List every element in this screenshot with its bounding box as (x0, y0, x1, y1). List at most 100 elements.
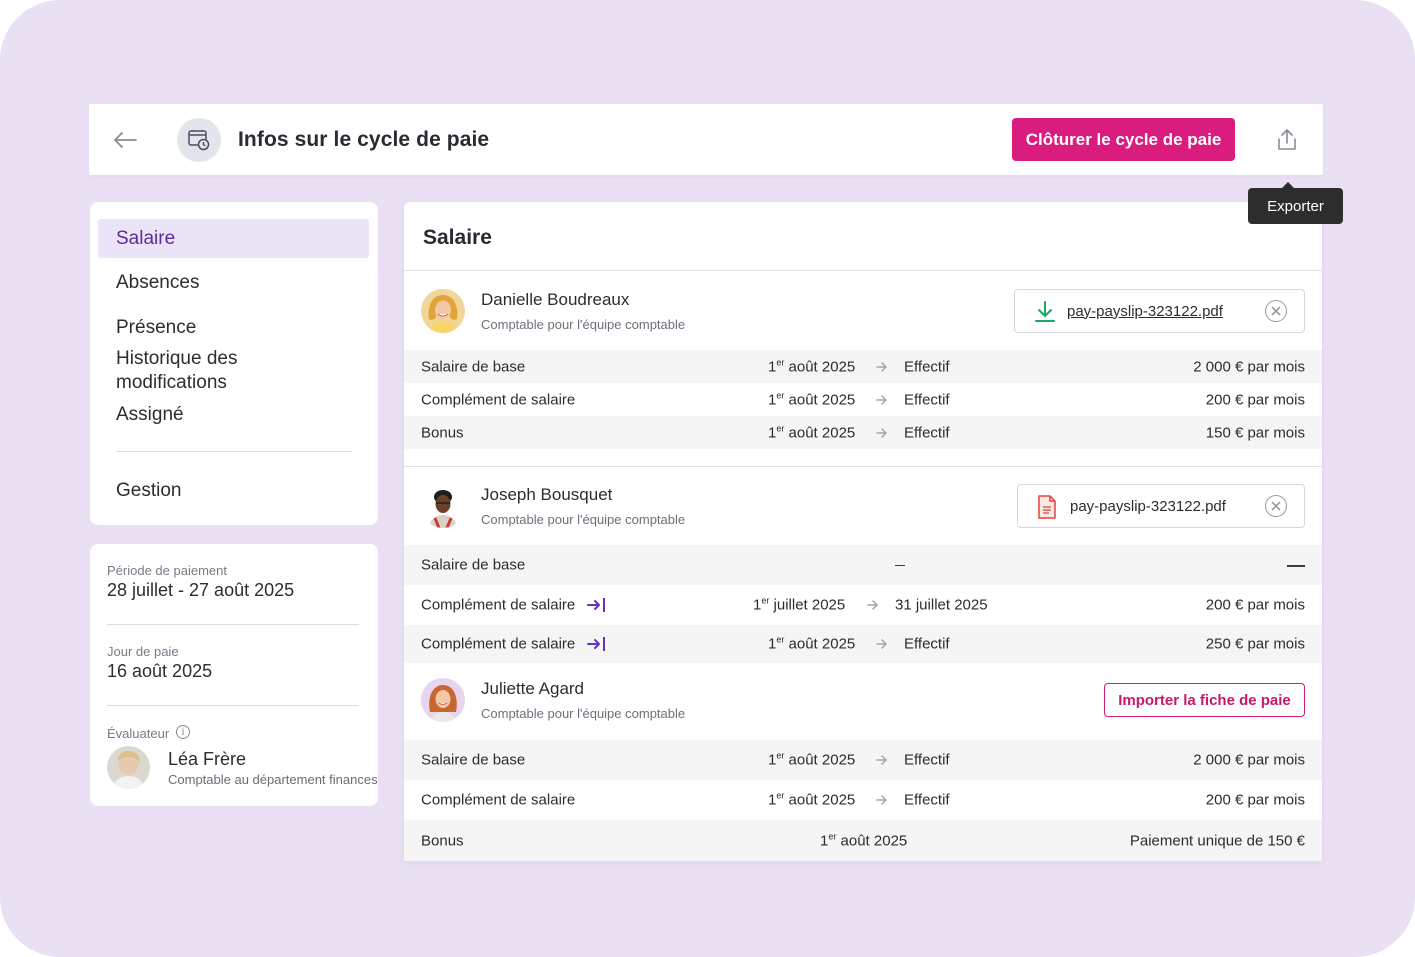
row-start-date: 1er août 2025 (768, 790, 856, 809)
row-end: 31 juillet 2025 (895, 596, 988, 614)
pdf-file-icon (1037, 495, 1057, 524)
payslip-filename: pay-payslip-323122.pdf (1070, 497, 1226, 515)
row-label: Complément de salaire (421, 596, 576, 614)
nav-divider (116, 451, 352, 452)
nav-item-management[interactable]: Gestion (116, 480, 182, 501)
row-label: Bonus (421, 424, 464, 441)
row-amount: 2 000 € par mois (1193, 358, 1305, 375)
employee-avatar (421, 678, 465, 722)
reviewer-role: Comptable au département finances (168, 772, 378, 787)
nav-item-assigned[interactable]: Assigné (116, 404, 184, 425)
row-amount: 2 000 € par mois (1193, 751, 1305, 769)
table-row: Complément de salaire 1er août 2025 Effe… (404, 625, 1322, 663)
info-divider (107, 624, 359, 625)
back-arrow-icon[interactable] (111, 126, 139, 154)
reviewer-label: Évaluateur (107, 726, 170, 741)
employee-role: Comptable pour l'équipe comptable (481, 706, 686, 721)
employee-name: Juliette Agard (481, 679, 585, 698)
table-row: Complément de salaire 1er juillet 2025 3… (404, 585, 1322, 625)
table-row: Complément de salaire 1er août 2025 Effe… (404, 780, 1322, 820)
payslip-file[interactable]: pay-payslip-323122.pdf (1014, 289, 1305, 333)
empty-dash (1287, 565, 1305, 567)
table-row: Salaire de base 1er août 2025 Effectif 2… (404, 350, 1322, 383)
arrow-right-icon (876, 639, 887, 649)
employee-name: Joseph Bousquet (481, 485, 613, 504)
row-end: Effectif (904, 751, 950, 769)
row-amount: 200 € par mois (1205, 596, 1305, 614)
row-end: Effectif (904, 358, 950, 375)
salary-panel: Salaire Danielle Boudreaux Comptable pou… (404, 202, 1322, 861)
table-row: Salaire de base 1er août 2025 Effectif 2… (404, 740, 1322, 780)
reviewer-name: Léa Frère (168, 749, 247, 769)
export-icon[interactable] (1274, 126, 1300, 154)
arrow-right-icon (876, 795, 887, 805)
table-row: Salaire de base (404, 545, 1322, 585)
employee-avatar (421, 289, 465, 333)
employee-role: Comptable pour l'équipe comptable (481, 317, 686, 332)
row-label: Complément de salaire (421, 791, 576, 809)
row-amount: 150 € par mois (1205, 424, 1305, 441)
salary-title: Salaire (423, 226, 492, 249)
arrow-right-icon (876, 361, 887, 372)
row-end: Effectif (904, 391, 950, 408)
arrow-to-end-icon (587, 637, 605, 651)
row-start-date: 1er août 2025 (768, 634, 856, 653)
empty-dash (895, 565, 905, 566)
divider (404, 466, 1322, 467)
row-end: Effectif (904, 635, 950, 653)
import-payslip-button[interactable]: Importer la fiche de paie (1104, 683, 1305, 717)
payday-label: Jour de paie (107, 644, 179, 659)
cycle-info-card: Période de paiement 28 juillet - 27 août… (90, 544, 378, 806)
row-start-date: 1er juillet 2025 (753, 595, 846, 614)
info-icon[interactable]: i (176, 725, 190, 739)
table-row: Bonus 1er août 2025 Paiement unique de 1… (404, 820, 1322, 861)
nav-item-salaire[interactable]: Salaire (98, 219, 369, 258)
row-label: Salaire de base (421, 556, 526, 574)
nav-item-presence[interactable]: Présence (116, 317, 197, 338)
row-amount: 200 € par mois (1205, 391, 1305, 408)
row-end: Effectif (904, 791, 950, 809)
row-amount: Paiement unique de 150 € (1129, 832, 1305, 849)
row-start-date: 1er août 2025 (768, 390, 856, 409)
payslip-file[interactable]: pay-payslip-323122.pdf (1017, 484, 1305, 528)
row-amount: 250 € par mois (1205, 635, 1305, 653)
remove-file-icon[interactable] (1265, 495, 1287, 517)
payslip-filename[interactable]: pay-payslip-323122.pdf (1067, 302, 1223, 320)
section-nav: Salaire Absences Présence Historique des… (90, 202, 378, 525)
remove-file-icon[interactable] (1265, 300, 1287, 322)
arrow-right-icon (876, 394, 887, 405)
download-icon[interactable] (1034, 300, 1056, 329)
nav-item-history[interactable]: Historique des modifications (116, 348, 238, 393)
period-value: 28 juillet - 27 août 2025 (107, 580, 295, 600)
divider (404, 270, 1322, 271)
row-label: Salaire de base (421, 751, 526, 769)
row-amount: 200 € par mois (1205, 791, 1305, 809)
close-payroll-cycle-button[interactable]: Clôturer le cycle de paie (1012, 118, 1235, 161)
row-end: Effectif (904, 424, 950, 441)
table-row: Bonus 1er août 2025 Effectif 150 € par m… (404, 416, 1322, 449)
page-title: Infos sur le cycle de paie (238, 128, 490, 151)
info-divider (107, 705, 359, 706)
table-row: Complément de salaire 1er août 2025 Effe… (404, 383, 1322, 416)
row-label: Salaire de base (421, 358, 526, 375)
payroll-calendar-icon (177, 118, 221, 162)
employee-avatar (421, 484, 465, 528)
arrow-right-icon (876, 427, 887, 438)
export-tooltip: Exporter (1248, 182, 1343, 224)
row-start-date: 1er août 2025 (768, 423, 856, 442)
row-start-date: 1er août 2025 (768, 357, 856, 376)
arrow-right-icon (867, 600, 878, 610)
row-start-date: 1er août 2025 (768, 750, 856, 769)
reviewer-avatar (107, 746, 150, 789)
period-label: Période de paiement (107, 563, 227, 578)
nav-item-absences[interactable]: Absences (116, 272, 200, 293)
arrow-to-end-icon (587, 598, 605, 612)
row-label: Complément de salaire (421, 391, 576, 408)
row-start-date: 1er août 2025 (820, 831, 908, 850)
arrow-right-icon (876, 755, 887, 765)
employee-role: Comptable pour l'équipe comptable (481, 512, 686, 527)
page-header: Infos sur le cycle de paie Clôturer le c… (89, 104, 1323, 175)
row-label: Complément de salaire (421, 635, 576, 653)
employee-name: Danielle Boudreaux (481, 290, 630, 309)
